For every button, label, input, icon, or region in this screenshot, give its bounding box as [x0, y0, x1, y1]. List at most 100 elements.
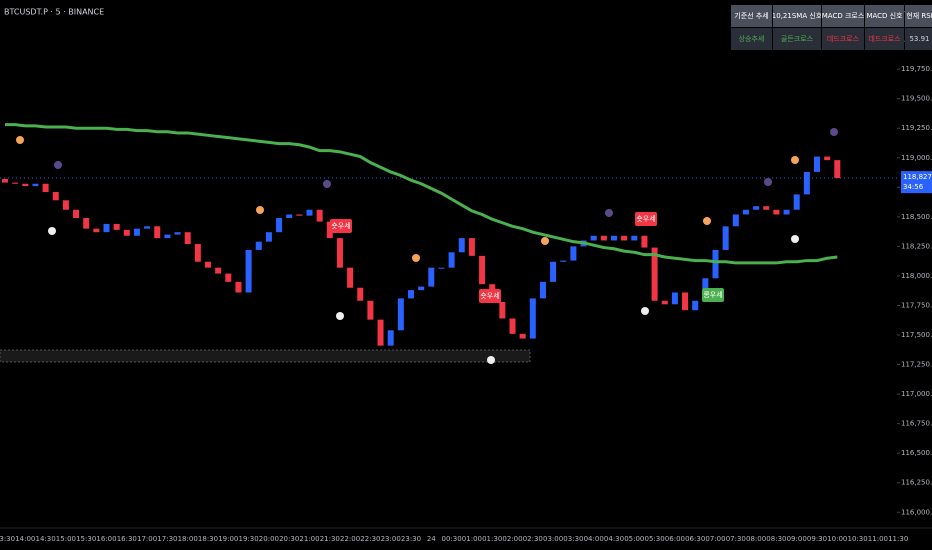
x-tick-label: 13:30: [0, 535, 15, 543]
x-tick-label: 16:00: [96, 535, 116, 543]
candle: [194, 244, 201, 262]
candle: [519, 333, 526, 339]
candle: [123, 229, 130, 236]
candle: [184, 232, 191, 245]
y-tick-label: 119,250.0: [901, 124, 932, 132]
candle: [682, 292, 689, 311]
candle: [692, 300, 699, 311]
candle: [753, 206, 760, 210]
dot: [256, 206, 264, 214]
candle: [763, 206, 770, 210]
candle: [773, 209, 780, 215]
skull: [487, 356, 495, 364]
x-tick-label: 17:00: [137, 535, 157, 543]
table-cell: 골든크로스: [773, 28, 821, 50]
y-tick-label: 117,250.0: [901, 361, 932, 369]
candle: [2, 179, 8, 183]
table-cell: 데드크로스: [865, 28, 904, 50]
candle: [458, 238, 465, 253]
x-tick-label: 08:30: [766, 535, 786, 543]
candle: [93, 228, 100, 233]
y-tick-label: 117,750.0: [901, 301, 932, 309]
x-tick-label: 24: [427, 535, 436, 543]
candle: [732, 214, 739, 227]
candle: [722, 226, 729, 250]
table-header-cell: 기준선 추세: [731, 5, 772, 27]
y-tick-label: 116,500.0: [901, 449, 932, 457]
candle: [408, 290, 414, 299]
x-tick-label: 23:30: [401, 535, 421, 543]
candle: [52, 192, 59, 201]
skull: [641, 307, 649, 315]
candle: [42, 183, 49, 193]
table-header-cell: MACD 크로스: [822, 5, 864, 27]
x-tick-label: 22:30: [360, 535, 380, 543]
dot: [54, 161, 62, 169]
x-tick-label: 02:00: [502, 535, 522, 543]
dot: [323, 180, 331, 188]
x-tick-label: 04:00: [584, 535, 604, 543]
x-tick-label: 08:00: [746, 535, 766, 543]
candle: [205, 261, 211, 268]
candle: [103, 223, 110, 233]
skull: [791, 235, 799, 243]
x-tick-label: 06:00: [665, 535, 685, 543]
candle: [164, 234, 171, 239]
candle: [12, 182, 19, 184]
candle: [834, 160, 841, 179]
candle: [377, 319, 384, 346]
x-tick-label: 22:00: [340, 535, 360, 543]
candle: [418, 286, 425, 291]
candle: [479, 255, 486, 285]
candle: [32, 183, 39, 187]
candle: [276, 218, 283, 233]
signal-box: [479, 289, 501, 303]
x-tick-label: 03:30: [563, 535, 583, 543]
candle: [154, 226, 161, 239]
y-tick-label: 117,000.0: [901, 390, 932, 398]
candle: [783, 209, 790, 215]
candle: [255, 241, 262, 250]
x-tick-label: 10:30: [848, 535, 868, 543]
candle: [306, 209, 313, 216]
icons: [16, 128, 838, 364]
candle: [62, 200, 69, 210]
signal-table: 기준선 추세 10,21SMA 신호 MACD 크로스 MACD 신호 현재 RSI 상승…: [731, 5, 932, 50]
x-tick-label: 10:00: [827, 535, 847, 543]
last-price-label: 118,827.7: [903, 173, 932, 181]
y-tick-label: 118,500.0: [901, 213, 932, 221]
candle: [225, 273, 232, 282]
candle: [712, 249, 719, 279]
candle: [651, 247, 658, 301]
candle: [539, 281, 546, 299]
x-tick-label: 15:30: [76, 535, 96, 543]
x-tick-label: 23:00: [381, 535, 401, 543]
candle: [113, 223, 120, 230]
dot: [541, 237, 549, 245]
x-tick-label: 11:30: [888, 535, 908, 543]
candle: [814, 156, 820, 172]
candle: [641, 235, 648, 248]
x-tick-label: 18:00: [178, 535, 198, 543]
x-tick-label: 17:30: [157, 535, 177, 543]
dot: [16, 136, 24, 144]
candle: [621, 235, 628, 241]
signal-label: 숏우세: [331, 221, 350, 230]
candle: [387, 330, 394, 346]
candle: [265, 232, 272, 242]
candle: [296, 214, 303, 216]
x-tick-label: 06:30: [685, 535, 705, 543]
x-tick-label: 09:00: [787, 535, 807, 543]
table-header-cell: MACD 신호: [865, 5, 904, 27]
candle: [793, 194, 800, 210]
candle: [215, 267, 222, 274]
table-cell: 상승추세: [731, 28, 772, 50]
table-header-cell: 현재 RSI: [905, 5, 932, 27]
x-tick-label: 16:30: [117, 535, 137, 543]
candle: [73, 209, 80, 219]
candle: [83, 218, 90, 229]
candle: [509, 318, 516, 334]
signal-label: 숏우세: [636, 214, 655, 223]
